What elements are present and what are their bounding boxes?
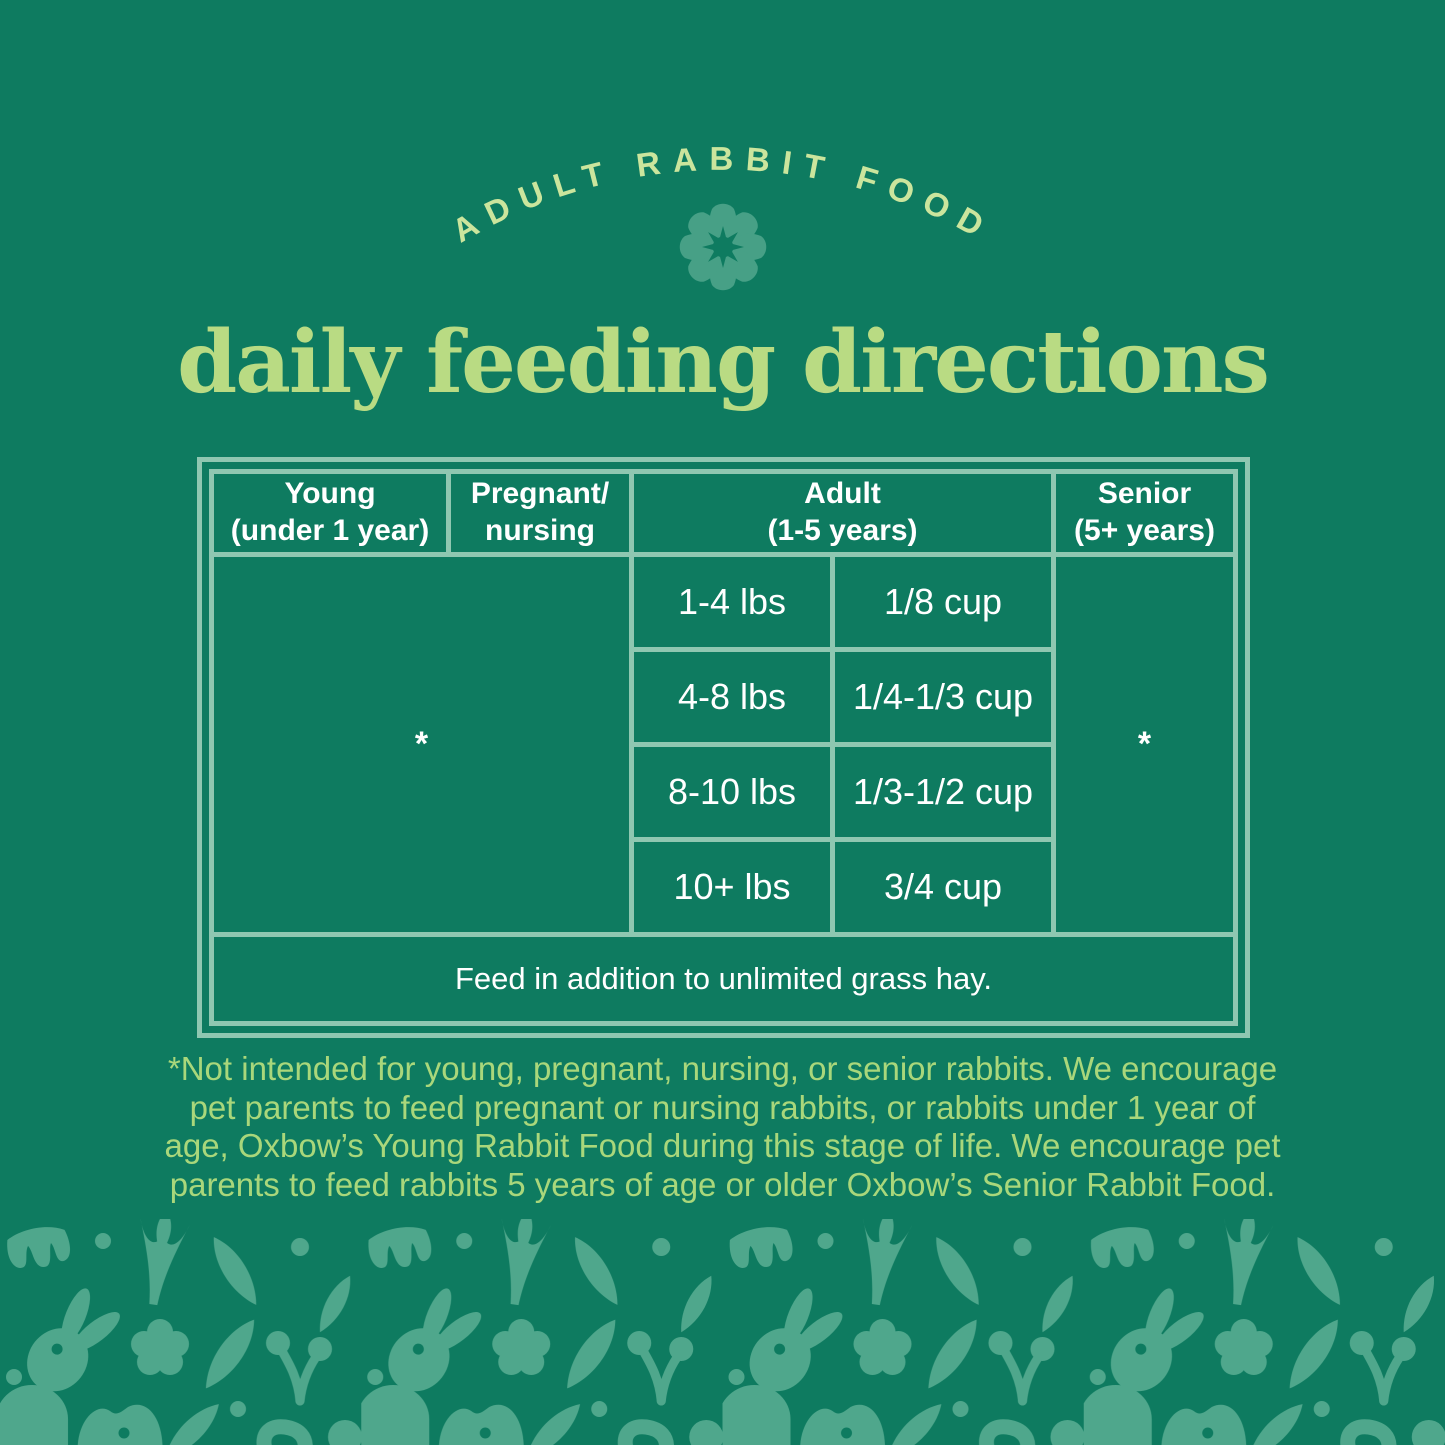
adult-weight-cell: 8-10 lbs: [634, 747, 830, 837]
adult-amount-cell: 1/8 cup: [835, 557, 1051, 647]
footnote-line: pet parents to feed pregnant or nursing …: [189, 1088, 1256, 1126]
footnote-line: parents to feed rabbits 5 years of age o…: [169, 1165, 1276, 1203]
col-header-senior-title: Senior: [1097, 477, 1192, 511]
footnote-line: age, Oxbow’s Young Rabbit Food during th…: [164, 1127, 1281, 1164]
col-header-pregnant-subtitle: nursing: [485, 514, 595, 547]
adult-amount-cell: 3/4 cup: [835, 842, 1051, 932]
adult-weight-cell: 10+ lbs: [634, 842, 830, 932]
table-footer-note: Feed in addition to unlimited grass hay.: [214, 937, 1233, 1021]
col-header-young-subtitle: (under 1 year): [230, 514, 430, 547]
adult-amount-cell: 1/4-1/3 cup: [835, 652, 1051, 742]
col-header-young: Young (under 1 year): [214, 474, 446, 552]
senior-note-cell: *: [1056, 557, 1233, 932]
col-header-adult-subtitle: (1-5 years): [767, 514, 918, 547]
footnote: *Not intended for young, pregnant, nursi…: [0, 1050, 1445, 1204]
col-header-adult-title: Adult: [804, 477, 881, 511]
feeding-table: Young (under 1 year) Pregnant/ nursing A…: [197, 457, 1250, 1038]
col-header-adult: Adult (1-5 years): [634, 474, 1051, 552]
col-header-pregnant-title: Pregnant/: [470, 477, 610, 511]
footnote-line: *Not intended for young, pregnant, nursi…: [167, 1050, 1278, 1087]
young-pregnant-note-cell: *: [214, 557, 629, 932]
page-title: daily feeding directions: [177, 312, 1270, 413]
col-header-senior-subtitle: (5+ years): [1074, 514, 1215, 547]
feeding-table-grid: Young (under 1 year) Pregnant/ nursing A…: [209, 469, 1238, 1026]
col-header-young-title: Young: [284, 477, 376, 511]
flower-rosette-icon: [679, 203, 767, 291]
col-header-senior: Senior (5+ years): [1056, 474, 1233, 552]
decorative-pattern: [0, 1219, 1445, 1445]
col-header-pregnant: Pregnant/ nursing: [451, 474, 629, 552]
adult-weight-cell: 1-4 lbs: [634, 557, 830, 647]
adult-amount-cell: 1/3-1/2 cup: [835, 747, 1051, 837]
adult-weight-cell: 4-8 lbs: [634, 652, 830, 742]
